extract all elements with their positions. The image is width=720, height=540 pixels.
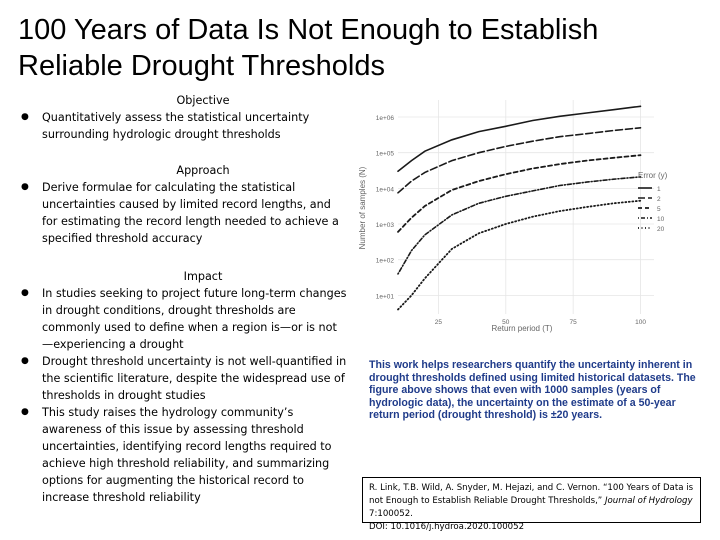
section-heading: Objective	[176, 94, 230, 107]
left-column: Objective Quantitatively assess the stat…	[18, 92, 348, 506]
bullet-item: Drought threshold uncertainty is not wel…	[18, 353, 348, 404]
bullet-item: In studies seeking to project future lon…	[18, 285, 348, 353]
y-tick-label: 1e+05	[376, 151, 395, 158]
y-axis-label: Number of samples (N)	[358, 166, 367, 249]
legend-title: Error (y)	[638, 171, 668, 180]
series-line-error-2	[397, 127, 642, 194]
legend-entry-label: 10	[657, 216, 665, 223]
bullet-item: Derive formulae for calculating the stat…	[18, 179, 348, 247]
legend-entry-label: 20	[657, 226, 665, 233]
x-axis-label: Return period (T)	[492, 324, 553, 333]
approach-section: Approach Derive formulae for calculating…	[18, 162, 348, 247]
citation-journal: Journal of Hydrology	[605, 496, 693, 506]
legend: Error (y) 1 2 5 10 20	[638, 171, 668, 233]
slide-title: 100 Years of Data Is Not Enough to Estab…	[18, 14, 599, 82]
x-tick-label: 100	[635, 319, 646, 326]
x-tick-label: 25	[435, 319, 443, 326]
series-line-error-5	[397, 154, 642, 233]
legend-entry-label: 1	[657, 186, 661, 193]
objective-section: Objective Quantitatively assess the stat…	[18, 92, 348, 143]
section-heading: Approach	[176, 164, 230, 177]
section-heading: Impact	[183, 270, 223, 283]
series-line-error-20	[397, 199, 642, 311]
citation-box: R. Link, T.B. Wild, A. Snyder, M. Hejazi…	[362, 477, 701, 532]
y-tick-label: 1e+03	[376, 222, 395, 229]
summary-text: This work helps researchers quantify the…	[369, 359, 696, 421]
bullet-item: This study raises the hydrology communit…	[18, 404, 348, 506]
legend-entry-label: 5	[657, 206, 661, 213]
approach-bullets: Derive formulae for calculating the stat…	[18, 179, 348, 247]
y-tick-label: 1e+06	[376, 115, 395, 122]
impact-section: Impact In studies seeking to project fut…	[18, 268, 348, 506]
y-tick-label: 1e+01	[376, 293, 395, 300]
x-tick-label: 50	[502, 319, 510, 326]
y-tick-label: 1e+04	[376, 186, 395, 193]
citation-doi: DOI: 10.1016/j.hydroa.2020.100052	[369, 522, 525, 532]
legend-entry-label: 2	[657, 196, 661, 203]
bullet-item: Quantitatively assess the statistical un…	[18, 109, 348, 143]
x-tick-label: 75	[570, 319, 578, 326]
citation-authors: R. Link, T.B. Wild, A. Snyder, M. Hejazi…	[369, 483, 603, 493]
impact-bullets: In studies seeking to project future lon…	[18, 285, 348, 506]
series-line-error-1	[397, 105, 642, 173]
citation-volume: 7:100052.	[369, 509, 413, 519]
objective-bullets: Quantitatively assess the statistical un…	[18, 109, 348, 143]
citation-title: “100 Years of Data is not Enough to Esta…	[369, 483, 694, 506]
y-tick-label: 1e+02	[376, 258, 395, 265]
series-line-error-10	[397, 176, 642, 275]
